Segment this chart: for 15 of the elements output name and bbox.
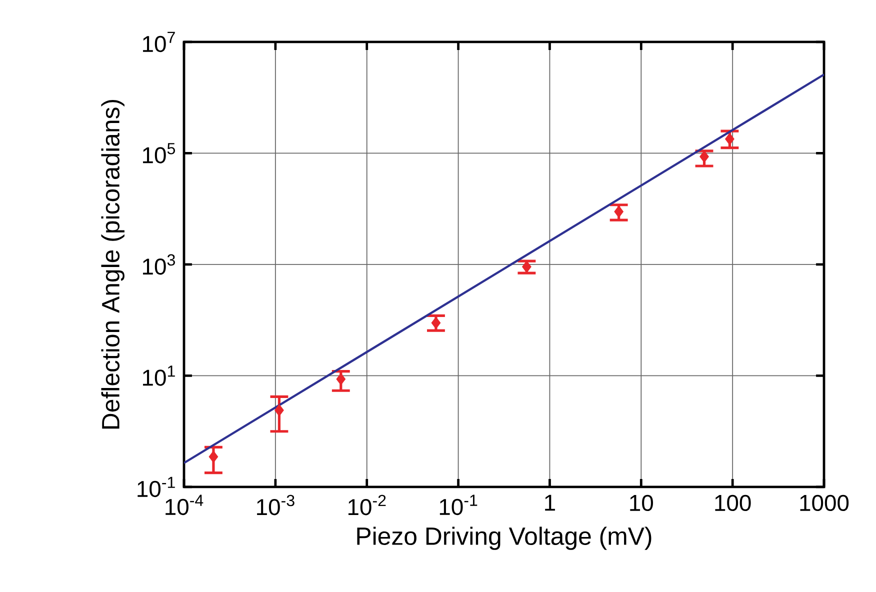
x-axis-title: Piezo Driving Voltage (mV) [357,526,652,550]
x-tick-label: 10$^{-1}$ [440,494,478,516]
x-tick-label: 10$^{-3}$ [257,494,294,516]
x-tick-label: 10 [630,494,654,512]
y-tick-label: 10$^{7}$ [143,32,175,52]
x-tick-label: 100 [715,494,751,512]
x-tick-label: 1000 [800,494,849,512]
y-tick-label: 10$^{-1}$ [138,476,175,498]
y-axis-title: Deflection Angle (picoradians) [101,100,124,429]
y-tick-label: 10$^{5}$ [143,143,175,164]
y-tick-label: 10$^{3}$ [143,254,175,275]
y-tick-label: 10$^{1}$ [143,366,175,386]
x-tick-label: 10$^{-2}$ [348,494,386,516]
x-tick-label: 10$^{-4}$ [166,494,204,516]
x-tick-label: 1 [545,494,555,511]
